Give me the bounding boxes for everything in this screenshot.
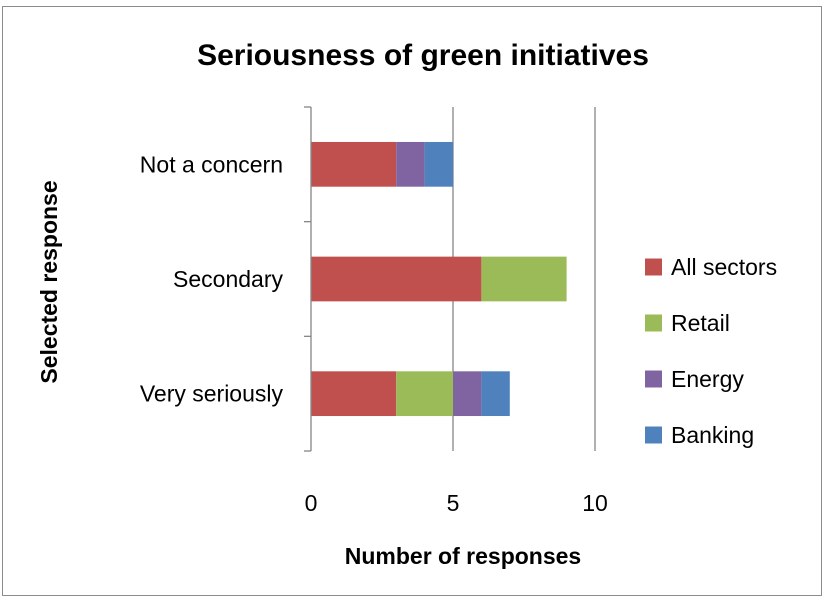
legend-label-retail: Retail [671, 310, 730, 336]
y-tick-label-secondary: Secondary [173, 266, 283, 292]
bar-not-a-concern-banking [424, 141, 453, 187]
chart-frame: Seriousness of green initiatives 0 5 10 Ver… [2, 6, 822, 596]
stacked-bar-chart: Seriousness of green initiatives 0 5 10 Ver… [36, 39, 777, 569]
bar-secondary-all-sectors [311, 256, 482, 302]
legend-label-all-sectors: All sectors [671, 254, 777, 280]
legend-swatch-retail [645, 314, 662, 332]
bar-very-seriously-all-sectors [311, 371, 397, 417]
bar-secondary-retail [481, 256, 567, 302]
x-tick-label-10: 10 [582, 490, 608, 516]
legend: All sectors Retail Energy Banking [645, 254, 777, 448]
bar-not-a-concern-all-sectors [311, 141, 397, 187]
axes: 0 5 10 Very seriously Secondary Not a concern [140, 106, 608, 516]
bar-very-seriously-banking [481, 371, 510, 417]
chart-title: Seriousness of green initiatives [197, 39, 649, 72]
y-tick-label-not-a-concern: Not a concern [140, 151, 283, 177]
legend-swatch-energy [645, 370, 662, 388]
legend-label-energy: Energy [671, 366, 744, 392]
x-tick-label-0: 0 [305, 490, 318, 516]
x-tick-label-5: 5 [447, 490, 460, 516]
legend-swatch-banking [645, 426, 662, 444]
y-axis-title: Selected response [36, 180, 62, 383]
legend-swatch-all-sectors [645, 258, 662, 276]
bar-very-seriously-retail [396, 371, 453, 417]
bar-not-a-concern-energy [396, 141, 425, 187]
bar-very-seriously-energy [453, 371, 482, 417]
y-tick-label-very-seriously: Very seriously [140, 381, 284, 407]
x-axis-title: Number of responses [345, 543, 581, 569]
bars [311, 141, 567, 417]
legend-label-banking: Banking [671, 422, 754, 448]
